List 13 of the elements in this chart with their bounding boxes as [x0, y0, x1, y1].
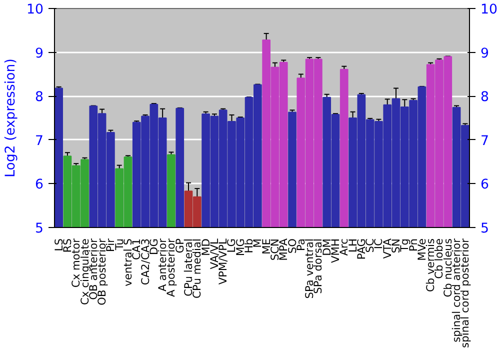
y-tick-label: 9: [35, 46, 44, 62]
y-tick-label: 8: [35, 90, 44, 106]
y-axis-title: Log2 (expression): [4, 58, 19, 178]
y-tick-label: 10: [26, 2, 44, 18]
y2-tick-label: 8: [480, 90, 489, 106]
y2-tick-label: 6: [480, 178, 489, 193]
y2-tick-label: 7: [480, 134, 489, 149]
y2-tick-label: 5: [480, 222, 489, 236]
y-tick-label: 7: [35, 134, 44, 149]
y2-tick-label: 9: [480, 46, 489, 62]
y-tick-label: 5: [35, 222, 44, 236]
y-tick-label: 6: [35, 178, 44, 193]
y2-tick-label: 10: [480, 2, 498, 18]
